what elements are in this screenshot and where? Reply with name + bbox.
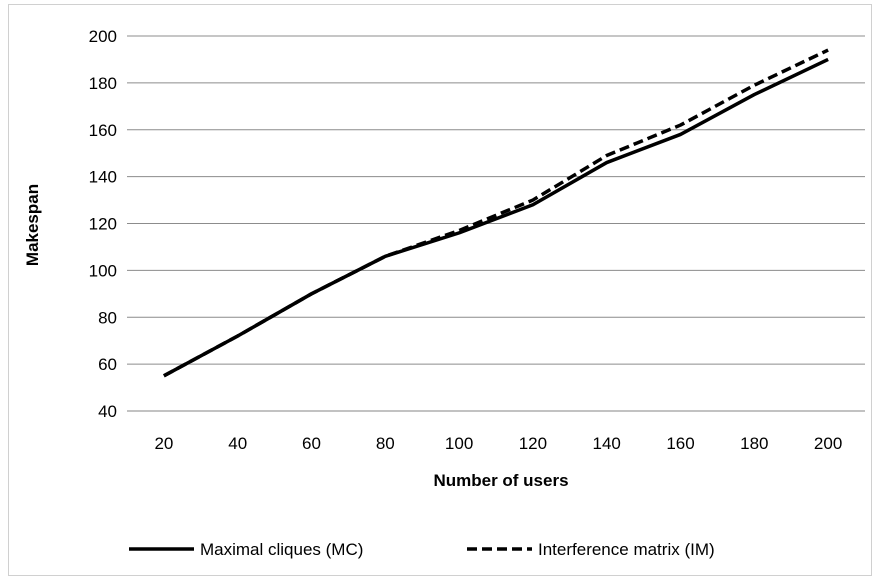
series-line-im	[163, 48, 829, 378]
y-tick-labels: 40 60 80 100 120 140 160 180 200	[89, 27, 117, 421]
x-tick-label: 80	[376, 434, 395, 453]
y-tick-label: 120	[89, 215, 117, 234]
gridlines	[127, 35, 865, 412]
x-tick-label: 40	[228, 434, 247, 453]
legend-label-mc: Maximal cliques (MC)	[200, 540, 363, 559]
x-tick-label: 160	[666, 434, 694, 453]
chart-frame	[8, 4, 872, 576]
x-axis-title: Number of users	[433, 471, 568, 490]
x-tick-label: 20	[154, 434, 173, 453]
y-tick-label: 100	[89, 261, 117, 280]
x-tick-label: 60	[302, 434, 321, 453]
y-tick-label: 180	[89, 74, 117, 93]
x-tick-labels: 20 40 60 80 100 120 140 160 180 200	[154, 434, 842, 453]
x-tick-label: 200	[814, 434, 842, 453]
series-lines	[163, 48, 829, 378]
y-tick-label: 60	[98, 355, 117, 374]
legend-label-im: Interference matrix (IM)	[538, 540, 715, 559]
x-tick-label: 180	[740, 434, 768, 453]
y-tick-label: 80	[98, 308, 117, 327]
series-line-mc	[163, 57, 829, 378]
y-tick-label: 140	[89, 168, 117, 187]
y-tick-label: 200	[89, 27, 117, 46]
legend: Maximal cliques (MC) Interference matrix…	[129, 540, 715, 559]
y-tick-label: 160	[89, 121, 117, 140]
x-tick-label: 120	[519, 434, 547, 453]
x-tick-label: 140	[593, 434, 621, 453]
y-axis-title: Makespan	[23, 184, 42, 266]
x-tick-label: 100	[445, 434, 473, 453]
y-tick-label: 40	[98, 402, 117, 421]
